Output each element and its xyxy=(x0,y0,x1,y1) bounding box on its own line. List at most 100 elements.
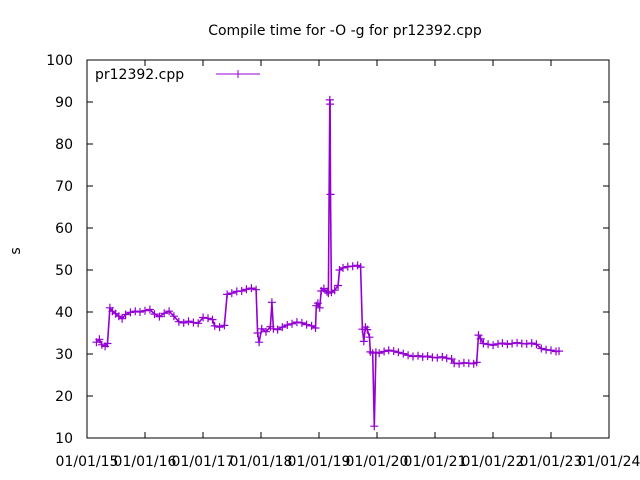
data-point xyxy=(242,285,251,294)
data-point xyxy=(503,340,512,349)
data-point xyxy=(359,337,368,346)
data-point xyxy=(418,352,427,361)
data-point xyxy=(384,346,393,355)
data-point xyxy=(532,340,541,349)
data-point xyxy=(262,327,270,336)
y-tick-label: 100 xyxy=(46,53,73,69)
data-point xyxy=(330,286,339,295)
legend-series-label: pr12392.cpp xyxy=(95,67,184,83)
x-tick-label: 01/01/16 xyxy=(114,454,177,470)
data-point xyxy=(273,325,282,334)
data-point xyxy=(404,351,413,360)
x-tick-label: 01/01/18 xyxy=(230,454,293,470)
plot-border xyxy=(86,59,610,439)
data-point xyxy=(257,324,266,333)
data-point xyxy=(356,263,365,272)
data-point xyxy=(297,318,306,327)
data-point xyxy=(179,318,188,327)
x-tick-label: 01/01/23 xyxy=(520,454,583,470)
data-point xyxy=(494,339,502,348)
legend: pr12392.cpp xyxy=(95,67,260,83)
data-point xyxy=(409,352,417,361)
data-point xyxy=(121,310,130,319)
y-tick-label: 10 xyxy=(55,431,73,447)
data-point xyxy=(252,285,261,294)
data-point xyxy=(313,299,322,308)
data-point xyxy=(145,305,154,314)
y-tick-label: 20 xyxy=(55,389,73,405)
data-point xyxy=(118,314,127,323)
y-tick-label: 70 xyxy=(55,179,73,195)
data-point xyxy=(365,333,374,342)
data-point xyxy=(371,348,380,357)
data-point xyxy=(555,347,563,356)
data-point xyxy=(165,307,174,316)
x-tick-label: 01/01/22 xyxy=(462,454,525,470)
data-point xyxy=(363,325,372,334)
data-point xyxy=(126,308,135,317)
data-point xyxy=(253,329,262,337)
x-tick-label: 01/01/21 xyxy=(404,454,467,470)
y-tick-label: 40 xyxy=(55,305,73,321)
data-point xyxy=(476,334,485,343)
data-point xyxy=(150,310,159,319)
data-point xyxy=(326,190,335,199)
data-point xyxy=(194,319,203,328)
data-point xyxy=(267,298,276,307)
data-point xyxy=(399,349,408,358)
data-point xyxy=(237,287,246,295)
data-point xyxy=(375,349,384,358)
data-point xyxy=(339,263,347,272)
data-point xyxy=(348,262,357,271)
data-point xyxy=(95,335,104,344)
data-point xyxy=(484,340,493,349)
data-point xyxy=(414,351,422,360)
data-point xyxy=(311,324,320,332)
data-point xyxy=(255,338,264,347)
data-point xyxy=(247,284,256,293)
data-point xyxy=(208,315,217,324)
chart-title: Compile time for -O -g for pr12392.cpp xyxy=(208,23,482,39)
data-point xyxy=(527,339,536,348)
data-point xyxy=(136,308,144,316)
data-point xyxy=(204,314,212,323)
data-point xyxy=(292,318,301,327)
data-point xyxy=(455,359,464,368)
y-tick-label: 30 xyxy=(55,347,73,363)
x-tick-label: 01/01/24 xyxy=(578,454,640,470)
data-point xyxy=(131,307,140,316)
legend-series-marker xyxy=(234,70,242,78)
data-point xyxy=(141,306,149,315)
data-point xyxy=(334,281,343,290)
data-point xyxy=(394,348,403,357)
data-point xyxy=(103,339,112,348)
data-point xyxy=(223,290,232,299)
y-tick-label: 50 xyxy=(55,263,73,279)
data-point xyxy=(522,339,531,348)
data-point xyxy=(269,324,278,333)
x-tick-label: 01/01/17 xyxy=(172,454,235,470)
data-point xyxy=(160,309,169,318)
data-point xyxy=(326,100,335,109)
data-point xyxy=(433,353,442,362)
data-point xyxy=(472,358,481,367)
y-tick-label: 90 xyxy=(55,95,73,111)
data-point xyxy=(283,321,292,329)
data-point xyxy=(370,422,379,431)
data-point xyxy=(479,339,488,348)
data-point xyxy=(278,323,287,332)
data-point xyxy=(199,313,208,322)
y-axis-label: s xyxy=(8,247,24,254)
data-point xyxy=(210,321,219,330)
data-point xyxy=(227,289,236,298)
data-point xyxy=(189,318,198,327)
y-tick-label: 80 xyxy=(55,137,73,153)
data-point xyxy=(215,323,224,332)
data-point xyxy=(380,347,389,356)
x-tick-label: 01/01/19 xyxy=(288,454,351,470)
data-point xyxy=(508,339,517,348)
data-point xyxy=(288,319,296,328)
data-point xyxy=(438,352,447,361)
